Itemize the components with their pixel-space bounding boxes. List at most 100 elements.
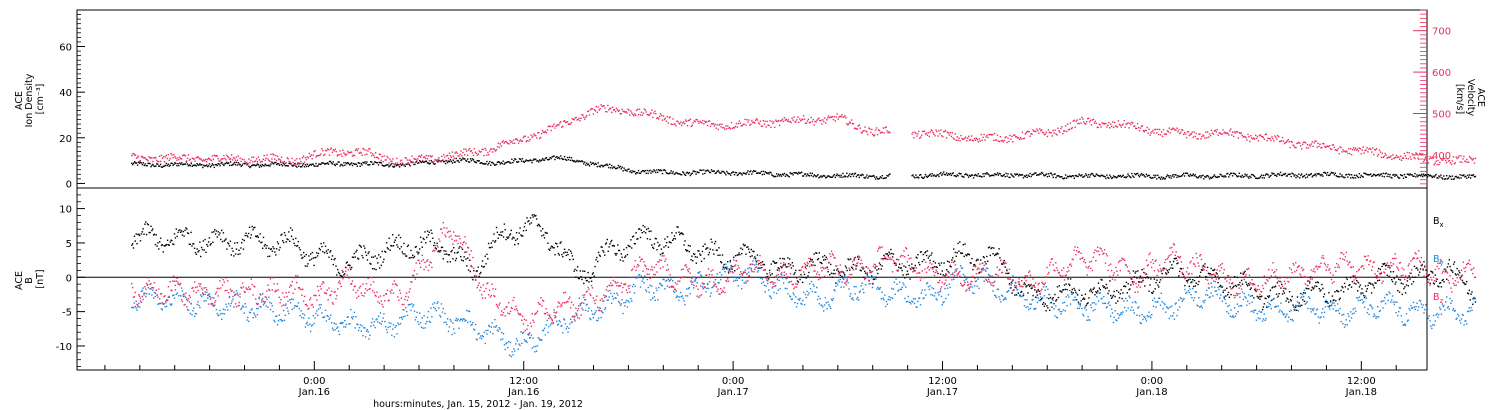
bx-point [277,243,280,245]
density-point [327,163,330,165]
bx-point [514,243,516,246]
bx-point [971,257,973,260]
velocity-point [1332,144,1335,146]
density-point [1365,173,1367,175]
velocity-point [164,156,167,158]
density-point [536,160,538,162]
bx-point [1083,297,1085,299]
bx-point [536,225,539,227]
bx-point [710,238,712,240]
bx-point [728,268,731,270]
by-point [578,297,581,299]
bx-point [591,273,594,275]
velocity-point [253,156,255,158]
density-point [155,165,157,167]
by-point [303,314,306,316]
bx-point [1317,281,1320,284]
velocity-point [1434,162,1436,164]
density-point [1450,178,1453,180]
bx-point [839,274,841,277]
velocity-point [493,148,496,151]
density-point [456,160,458,162]
density-point [1315,175,1317,177]
bx-point [494,240,497,242]
by-point [539,339,541,341]
density-point [1083,175,1085,178]
velocity-point [135,157,138,159]
velocity-point [260,160,263,163]
density-point [803,173,806,175]
density-point [380,162,382,164]
bx-point [814,264,816,267]
velocity-point [1261,135,1264,138]
density-point [190,162,192,165]
bx-point [706,247,708,249]
density-point [257,164,260,166]
density-point [283,163,286,166]
bx-point [485,263,487,265]
bx-point [136,243,138,245]
density-point [1098,175,1100,177]
density-point [940,172,942,174]
by-point [241,305,244,307]
bx-point [721,254,724,256]
velocity-point [428,160,430,162]
velocity-point [880,131,883,133]
velocity-point [643,108,645,110]
density-point [923,176,926,178]
density-point [475,161,477,164]
bx-point [221,240,224,243]
density-point [514,158,516,160]
bx-point [784,263,786,265]
by-point [398,323,400,326]
velocity-point [486,154,488,156]
density-point [336,163,338,165]
bx-point [704,243,706,245]
density-point [405,163,407,165]
velocity-point [1421,153,1423,155]
bx-point [580,275,582,278]
density-point [1397,176,1399,178]
bx-point [543,237,546,239]
density-point [523,161,525,163]
velocity-point [416,160,418,162]
density-point [1466,177,1468,179]
bx-point [377,262,379,264]
bx-point [309,259,311,261]
bx-point [145,233,148,236]
velocity-point [953,138,955,140]
velocity-point [496,146,499,148]
density-point [176,165,178,167]
bx-point [1441,279,1443,282]
velocity-point [700,121,702,124]
bx-point [925,254,928,257]
velocity-point [433,160,435,163]
bx-point [1182,273,1184,275]
density-point [468,161,470,163]
velocity-point [692,122,694,124]
bx-point [1215,272,1217,274]
velocity-point [390,160,392,162]
bx-point [1446,266,1449,268]
velocity-point [1449,162,1452,164]
velocity-point [1226,132,1228,134]
density-point [878,177,881,180]
bx-point [1004,266,1006,268]
density-point [388,166,390,168]
density-point [683,172,685,174]
by-point [253,312,255,314]
velocity-point [934,135,936,137]
density-point [882,177,884,180]
density-point [730,174,732,176]
velocity-point [1232,135,1235,138]
density-point [200,164,202,166]
bx-point [734,255,737,257]
velocity-point [1202,134,1204,136]
velocity-point [742,123,744,126]
bx-point [301,257,303,259]
bx-point [777,267,779,269]
bx-point [624,256,626,258]
velocity-point [564,121,567,124]
density-point [1005,172,1007,175]
bx-point [576,269,578,272]
